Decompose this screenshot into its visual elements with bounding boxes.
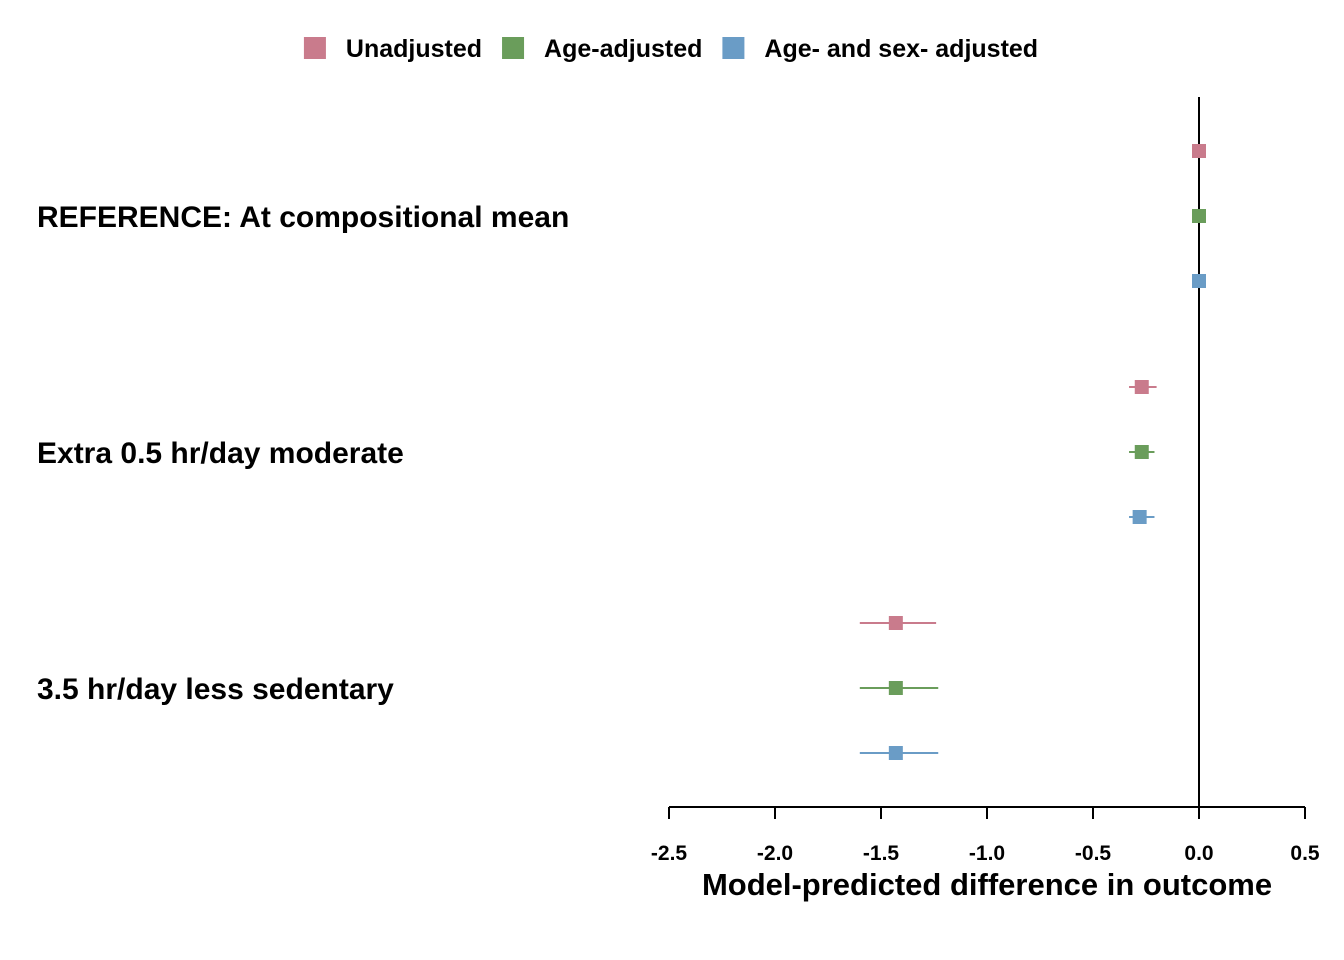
point-estimate [888, 616, 903, 630]
point-estimate [1134, 380, 1149, 394]
x-tick-label: 0.0 [1184, 842, 1213, 865]
x-tick-label: -2.5 [651, 842, 688, 865]
point-estimate [1132, 510, 1147, 524]
legend-label: Unadjusted [346, 35, 482, 63]
x-tick-label: -2.0 [757, 842, 793, 865]
legend-swatch [303, 37, 326, 59]
group-label: REFERENCE: At compositional mean [37, 201, 569, 234]
legend: Unadjusted Age-adjusted Age- and sex- adju… [303, 35, 1038, 63]
point-estimate [1134, 445, 1149, 459]
x-axis-title: Model-predicted difference in outcome [702, 867, 1272, 902]
x-tick-label: 0.5 [1290, 842, 1320, 865]
point-estimate [888, 681, 903, 695]
x-axis: -2.5 -2.0 -1.5 -1.0 -0.5 0.0 0.5 [651, 806, 1320, 865]
x-tick-label: -0.5 [1075, 842, 1112, 865]
x-tick-label: -1.5 [863, 842, 900, 865]
data-marks [859, 144, 1206, 760]
group-label: Extra 0.5 hr/day moderate [37, 437, 404, 470]
point-estimate [888, 746, 903, 760]
legend-swatch [722, 37, 745, 59]
group-label: 3.5 hr/day less sedentary [37, 673, 394, 706]
point-estimate [1192, 209, 1206, 223]
x-tick-label: -1.0 [969, 842, 1005, 865]
group-labels: REFERENCE: At compositional mean Extra 0.… [37, 201, 569, 706]
legend-label: Age- and sex- adjusted [764, 35, 1038, 63]
point-estimate [1192, 274, 1206, 288]
point-estimate [1192, 144, 1206, 158]
legend-label: Age-adjusted [544, 35, 702, 63]
legend-swatch [502, 37, 525, 59]
